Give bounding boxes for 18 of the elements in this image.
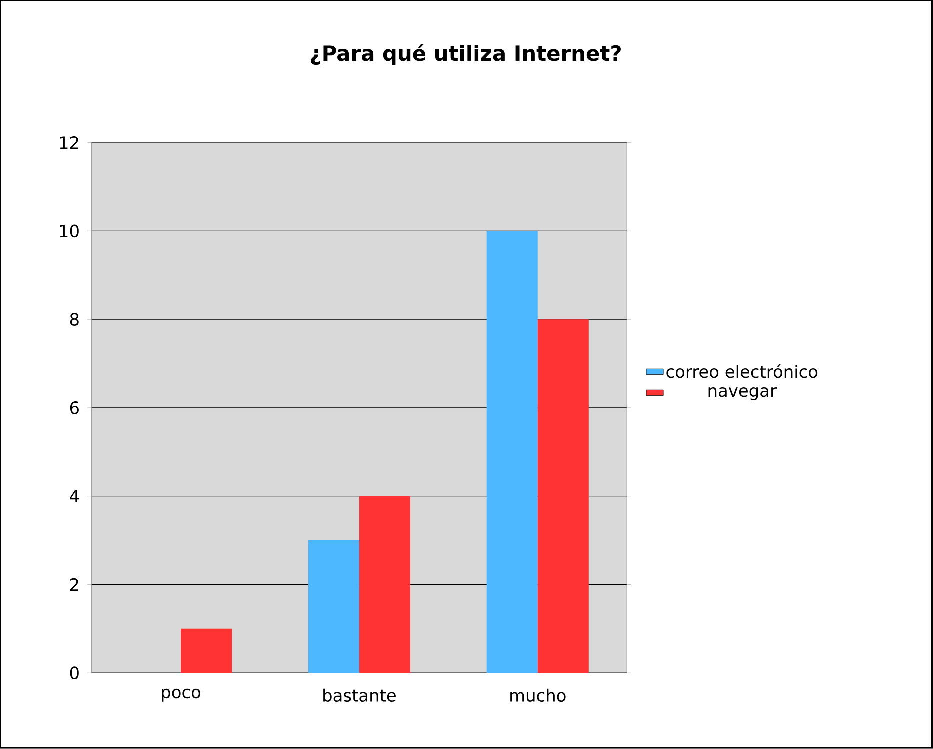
y-tick-label: 8 — [70, 313, 79, 326]
x-tick-label: mucho — [510, 688, 566, 702]
y-tick-label: 0 — [70, 666, 79, 680]
y-tick-label: 10 — [60, 224, 79, 238]
bar — [486, 231, 538, 674]
y-tick-label: 6 — [70, 402, 79, 414]
y-tick-label: 4 — [70, 490, 80, 503]
x-tick-label: bastante — [324, 688, 396, 702]
chart-title: ¿Para qué utiliza Internet? — [311, 44, 621, 66]
bar — [538, 320, 589, 674]
bar — [308, 540, 360, 674]
legend-label: correo electrónico — [666, 364, 818, 378]
y-tick-label: 12 — [60, 136, 78, 150]
text: navegar — [708, 388, 777, 401]
bar — [359, 496, 410, 674]
x-tick-label: poco — [162, 688, 201, 702]
y-tick-label: 2 — [70, 578, 78, 592]
bar — [181, 628, 232, 674]
